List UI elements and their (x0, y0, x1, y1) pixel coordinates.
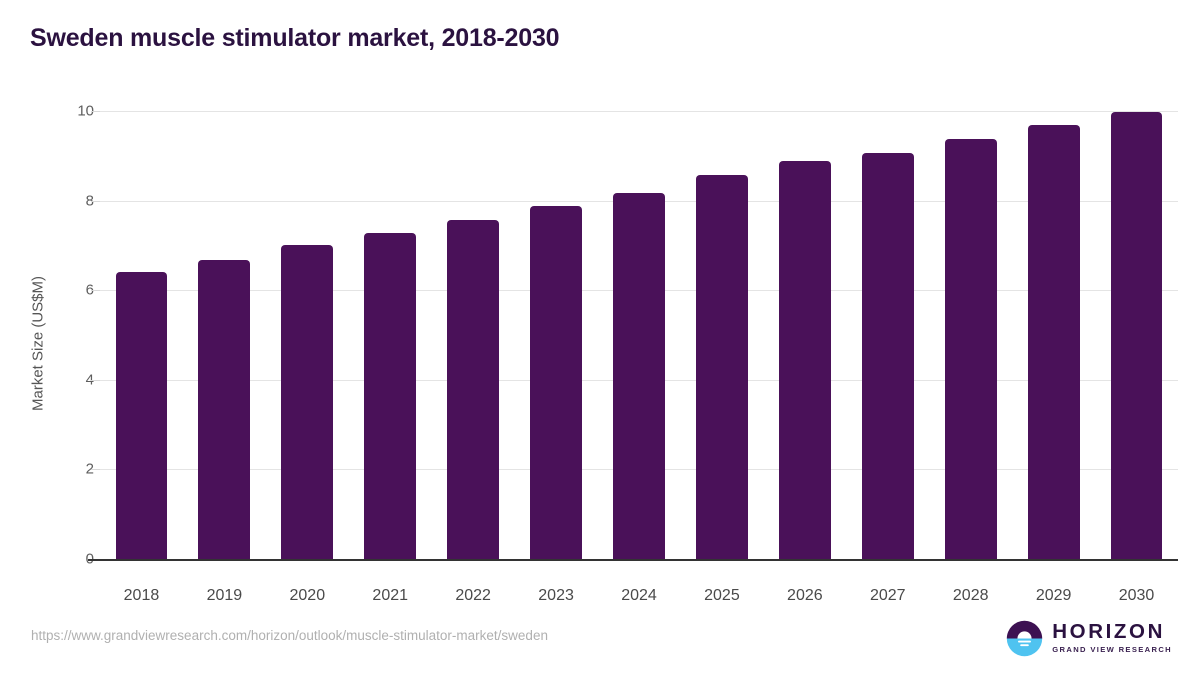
x-axis-tick-label: 2018 (123, 587, 160, 604)
y-axis-tick-mark (88, 559, 100, 561)
horizon-logo-icon (1006, 620, 1043, 657)
bar[interactable] (1110, 111, 1163, 559)
y-axis-tick-label: 0 (34, 551, 94, 568)
y-axis-tick-label: 8 (85, 192, 94, 210)
y-axis-tick-mark (91, 379, 100, 381)
y-axis-tick-label: 6 (85, 281, 94, 299)
bar[interactable] (115, 272, 168, 559)
bar[interactable] (198, 260, 251, 559)
bar[interactable] (778, 161, 831, 559)
x-axis-line (100, 559, 1178, 561)
x-axis-tick-label: 2029 (1035, 587, 1072, 604)
y-axis-tick-label: 2 (85, 460, 94, 478)
bar[interactable] (281, 245, 334, 559)
y-axis-tick-label: 10 (77, 102, 94, 120)
page-title: Sweden muscle stimulator market, 2018-20… (30, 24, 560, 52)
x-axis-tick-label: 2021 (372, 587, 409, 604)
x-axis-tick-label: 2020 (289, 587, 326, 604)
x-axis-tick-label: 2030 (1118, 587, 1155, 604)
x-axis-tick-label: 2026 (787, 587, 823, 604)
bar[interactable] (696, 175, 748, 559)
bar[interactable] (1027, 125, 1080, 559)
logo-tagline: GRAND VIEW RESEARCH (1052, 644, 1172, 654)
x-axis-tick-label: 2022 (455, 587, 491, 604)
chart-plot-area: Market Size (US$M) 0 2 4 6 8 10 2018 2019 2020 2… (0, 90, 1200, 604)
y-axis-tick-mark (91, 111, 100, 112)
chart-grid: 0246810 20182019202020212022202320242025… (77, 103, 1178, 604)
logo-wordmark: HORIZON (1052, 620, 1165, 644)
bar[interactable] (530, 206, 582, 559)
x-axis-tick-label: 2027 (869, 587, 906, 604)
x-axis-tick-label: 2025 (704, 587, 740, 604)
x-axis-tick-label: 2023 (538, 587, 574, 604)
gridline (100, 111, 1178, 112)
x-axis-tick-label: 2024 (621, 587, 657, 604)
y-axis-tick-mark (91, 469, 100, 471)
bar[interactable] (613, 192, 665, 559)
horizon-logo: HORIZON GRAND VIEW RESEARCH (1006, 618, 1172, 658)
bar[interactable] (861, 152, 914, 559)
source-url[interactable]: https://www.grandviewresearch.com/horizo… (31, 628, 548, 643)
bar[interactable] (364, 233, 417, 559)
bars-group (100, 111, 1178, 559)
bar[interactable] (447, 220, 500, 559)
y-axis-tick-mark (91, 200, 100, 202)
bar[interactable] (944, 138, 997, 559)
x-axis-tick-label: 2019 (206, 587, 243, 604)
x-axis-tick-label: 2028 (952, 587, 989, 604)
y-axis-tick-label: 4 (85, 371, 94, 389)
y-axis-tick-mark (91, 290, 100, 292)
y-axis-title: Market Size (US$M) (29, 275, 47, 412)
horizon-logo-text: HORIZON GRAND VIEW RESEARCH (1052, 622, 1172, 653)
